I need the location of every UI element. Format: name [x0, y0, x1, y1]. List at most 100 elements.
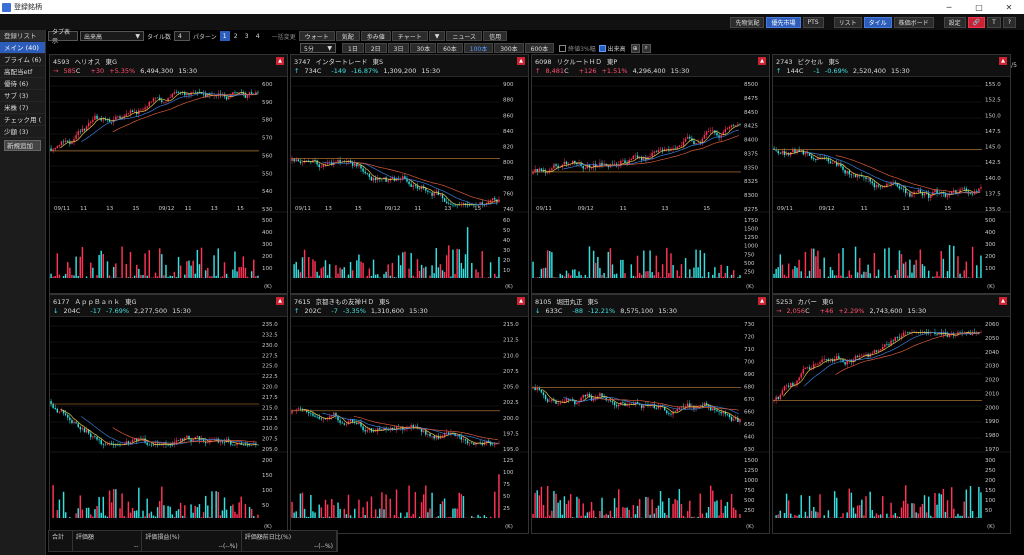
- period-button[interactable]: 30本: [410, 43, 437, 53]
- topbar-button[interactable]: 優先市場: [766, 16, 801, 28]
- maximize-button[interactable]: □: [975, 2, 983, 12]
- volume-bar: [605, 513, 607, 518]
- sidebar-item[interactable]: メイン (40): [0, 42, 45, 54]
- stock-tile[interactable]: 4593 ヘリオス 東G → 585C +30 +5.35% 6,494,300 15:30 ▲ 6…: [49, 54, 288, 294]
- tile-close-icon[interactable]: ▲: [276, 57, 284, 65]
- sidebar-item[interactable]: チェック用 (: [0, 114, 45, 126]
- volume-checkbox[interactable]: [598, 44, 606, 52]
- sidebar-item[interactable]: プライム (6): [0, 54, 45, 66]
- sidebar-item[interactable]: 少額 (3): [0, 126, 45, 138]
- candle-body: [718, 411, 720, 413]
- volume-bar: [553, 277, 555, 278]
- candle-body: [894, 337, 896, 341]
- batch-button[interactable]: 歩み値: [360, 31, 391, 41]
- volume-tick: 1250: [744, 468, 758, 474]
- pattern-button[interactable]: 4: [255, 32, 260, 40]
- period-button[interactable]: 2日: [364, 43, 387, 53]
- period-button[interactable]: 60本: [437, 43, 463, 53]
- volume-bar: [142, 510, 144, 518]
- stock-tile[interactable]: 5253 カバー 東G → 2,056C +46 +2.29% 2,743,600 15:30 ▲…: [772, 294, 1011, 534]
- stock-tile[interactable]: 6177 ＡｐｐＢａｎｋ 東G ↓ 204C -17 -7.69% 2,277,500 15:3…: [49, 294, 288, 534]
- stock-tile[interactable]: 6098 リクルートＨＤ 東P ↑ 8,481C +126 +1.51% 4,296,400 1…: [531, 54, 770, 294]
- sidebar-item[interactable]: 高配当etf: [0, 66, 45, 78]
- volume-bar: [425, 266, 427, 278]
- batch-button[interactable]: ニュース: [446, 31, 483, 41]
- tile-header: 6098 リクルートＨＤ 東P ↑ 8,481C +126 +1.51% 4,296,400 1…: [532, 55, 769, 77]
- candle-body: [177, 440, 180, 441]
- pattern-button[interactable]: 2: [233, 32, 238, 40]
- tile-close-icon[interactable]: ▲: [999, 297, 1007, 305]
- volume-bar: [52, 276, 54, 278]
- tile-market: 東P: [606, 58, 618, 66]
- period-select[interactable]: 5分 ▼: [300, 43, 336, 53]
- topbar-button[interactable]: 先物気配: [730, 16, 765, 28]
- volume-bar: [56, 253, 59, 278]
- tile-close-icon[interactable]: ▲: [758, 57, 766, 65]
- volume-bar: [221, 510, 224, 518]
- sidebar-item[interactable]: 優待 (6): [0, 78, 45, 90]
- volume-bar: [551, 510, 553, 518]
- topbar-button[interactable]: 設定: [943, 16, 966, 28]
- volume-bar: [471, 262, 473, 278]
- add-list-button[interactable]: 新規追加: [4, 140, 41, 151]
- tab-display-label: タブ表示: [52, 29, 71, 45]
- stock-tile[interactable]: 8105 堀田丸正 東S ↓ 633C -88 -12.21% 8,575,100 15:30 ▲…: [531, 294, 770, 534]
- batch-button[interactable]: 気配: [335, 31, 360, 41]
- sort-select[interactable]: 出来高 ▼: [80, 31, 144, 41]
- period-button[interactable]: 300本: [494, 43, 524, 53]
- volume-bar: [680, 504, 683, 518]
- candle-body: [980, 187, 982, 189]
- volume-bar: [588, 511, 591, 518]
- candle-body: [640, 157, 643, 161]
- volume-bar: [389, 275, 392, 278]
- text-icon[interactable]: T: [987, 16, 1001, 28]
- stock-tile[interactable]: 2743 ピクセル 東S ↑ 144C -1 -0.69% 2,520,400 15:30 ▲ 15…: [772, 54, 1011, 294]
- pattern-button[interactable]: 3: [244, 32, 249, 40]
- help-icon[interactable]: ?: [1002, 16, 1016, 28]
- period-button[interactable]: 100本: [463, 43, 494, 53]
- tile-close-icon[interactable]: ▲: [758, 297, 766, 305]
- volume-bar: [563, 496, 566, 518]
- volume-bar: [794, 266, 796, 278]
- chevron-down-icon[interactable]: ▼: [428, 31, 446, 41]
- pattern-button[interactable]: 1: [219, 31, 230, 41]
- topbar-button[interactable]: 株価ボード: [893, 16, 934, 28]
- batch-button[interactable]: 信用: [483, 31, 508, 41]
- minimize-button[interactable]: ─: [946, 2, 952, 12]
- zoom-in-icon[interactable]: ⊕: [630, 43, 640, 53]
- batch-button[interactable]: ウォート: [298, 31, 335, 41]
- price-tick: 212.5: [262, 416, 278, 422]
- search-icon[interactable]: ⌕: [641, 43, 651, 53]
- candle-body: [542, 392, 545, 396]
- candle-body: [246, 444, 249, 446]
- tile-count-stepper[interactable]: 4: [174, 31, 191, 41]
- price-tick: 680: [744, 385, 755, 391]
- candle-body: [301, 162, 304, 164]
- batch-button[interactable]: チャート: [391, 31, 428, 41]
- stock-tile[interactable]: 7615 京都きもの友禅ＨＤ 東S ↑ 202C -7 -3.35% 1,310,600 15:…: [290, 294, 529, 534]
- tile-close-icon[interactable]: ▲: [517, 297, 525, 305]
- period-button[interactable]: 600本: [524, 43, 555, 53]
- tile-close-icon[interactable]: ▲: [999, 57, 1007, 65]
- tile-close-icon[interactable]: ▲: [276, 297, 284, 305]
- volume-bar: [140, 274, 142, 278]
- period-button[interactable]: 3日: [387, 43, 410, 53]
- ratio-checkbox[interactable]: [559, 44, 567, 52]
- candle-body: [653, 151, 655, 153]
- candle-body: [871, 181, 874, 184]
- volume-bar: [377, 516, 379, 518]
- volume-unit: (K): [505, 284, 513, 290]
- period-button[interactable]: 1日: [342, 43, 364, 53]
- close-button[interactable]: ✕: [1005, 2, 1013, 12]
- volume-bar: [156, 507, 159, 518]
- volume-tick: 125: [503, 458, 514, 464]
- topbar-button[interactable]: リスト: [833, 16, 862, 28]
- sidebar-item[interactable]: 米株 (7): [0, 102, 45, 114]
- link-icon[interactable]: 🔗: [967, 16, 986, 28]
- topbar-button[interactable]: タイル: [863, 16, 892, 28]
- tab-display-button[interactable]: タブ表示: [48, 29, 78, 45]
- stock-tile[interactable]: 3747 インタートレード 東S ↑ 734C -149 -16.87% 1,309,200 1…: [290, 54, 529, 294]
- tile-close-icon[interactable]: ▲: [517, 57, 525, 65]
- sidebar-item[interactable]: サブ (3): [0, 90, 45, 102]
- topbar-button[interactable]: PTS: [802, 16, 824, 28]
